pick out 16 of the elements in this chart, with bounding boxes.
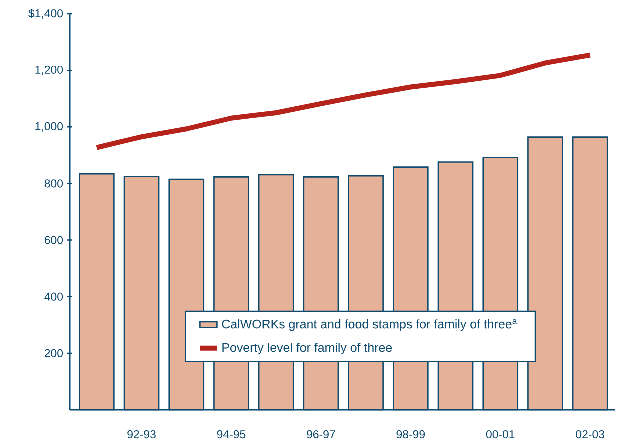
line-series <box>94 52 593 150</box>
legend-label: CalWORKs grant and food stamps for family of three$^{a}$ <box>222 320 518 332</box>
y-tick-label: 200 <box>44 349 64 358</box>
x-tick-label: 96-97 <box>307 430 336 439</box>
y-tick-label: 600 <box>44 236 64 244</box>
x-tick-label: 98-99 <box>396 430 426 439</box>
x-tick-label: 94-95 <box>217 430 246 439</box>
y-tick-label: 1,200 <box>36 66 64 76</box>
y-tick-label: 400 <box>44 292 64 301</box>
x-tick-label: 00-01 <box>486 430 515 439</box>
x-tick-label: 92-93 <box>128 430 156 439</box>
x-tick-label: 02-03 <box>576 430 604 439</box>
y-tick-label: 800 <box>44 180 64 188</box>
y-tick-label: $1,400 <box>28 9 64 19</box>
legend-label: Poverty level for family of three <box>222 343 392 355</box>
y-tick-label: 1,000 <box>36 122 64 132</box>
